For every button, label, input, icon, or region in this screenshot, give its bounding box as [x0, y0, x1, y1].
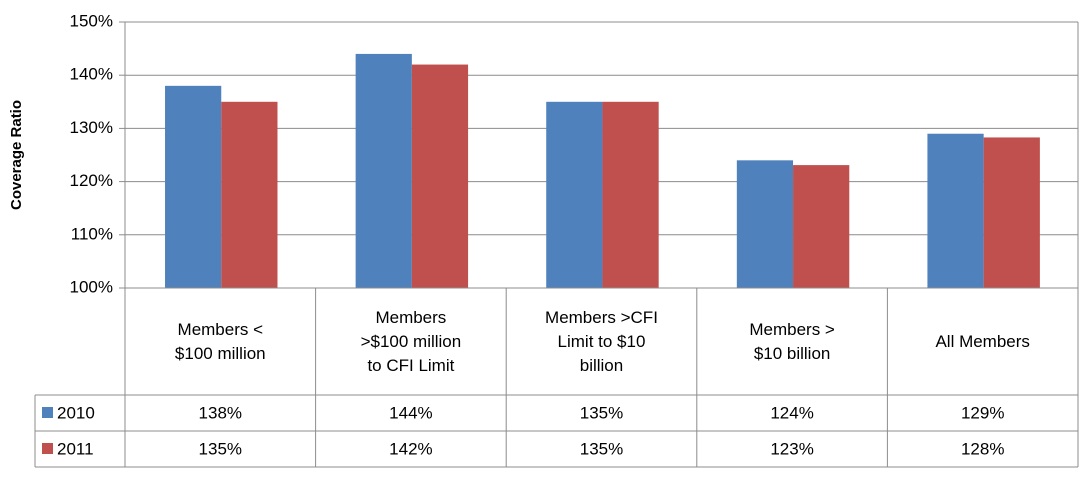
bar	[983, 137, 1040, 288]
y-tick-label: 140%	[70, 65, 113, 84]
table-value: 135%	[580, 439, 623, 458]
table-value: 142%	[389, 439, 432, 458]
table-value: 138%	[199, 403, 242, 422]
y-tick-label: 100%	[70, 277, 113, 296]
table-value: 128%	[961, 439, 1004, 458]
bar	[221, 101, 278, 288]
legend-key	[42, 443, 53, 454]
table-value: 124%	[770, 403, 813, 422]
table-value: 129%	[961, 403, 1004, 422]
category-label: Members >$100 million to CFI Limit	[360, 307, 462, 375]
bar	[165, 85, 222, 288]
legend-label: 2011	[57, 439, 94, 458]
table-value: 135%	[580, 403, 623, 422]
bar	[546, 101, 603, 288]
category-label: Members > $10 billion	[749, 319, 835, 363]
y-tick-label: 110%	[71, 224, 113, 243]
bar	[602, 101, 659, 288]
bar	[793, 165, 850, 288]
table-value: 144%	[389, 403, 432, 422]
table-value: 123%	[770, 439, 813, 458]
y-axis-label: Coverage Ratio	[8, 100, 25, 210]
table-value: 135%	[199, 439, 242, 458]
category-label: Members < $100 million	[174, 319, 266, 363]
legend-key	[42, 407, 53, 418]
category-label: Members >CFI Limit to $10 billion	[545, 307, 658, 375]
legend-label: 2010	[57, 403, 95, 422]
bar	[355, 53, 412, 288]
bar	[736, 160, 794, 288]
bar	[927, 133, 984, 288]
y-tick-label: 130%	[70, 118, 113, 137]
y-tick-label: 150%	[70, 11, 113, 30]
bar	[411, 64, 469, 288]
y-tick-label: 120%	[70, 171, 113, 190]
category-label: All Members	[935, 331, 1030, 351]
